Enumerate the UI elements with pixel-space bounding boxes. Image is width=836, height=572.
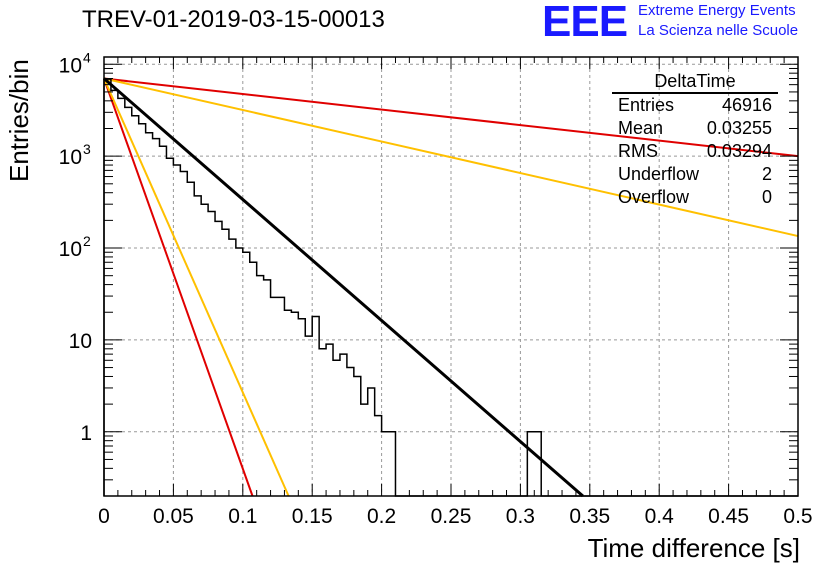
model-curve [103, 78, 254, 497]
stats-row-underflow: Underflow 2 [612, 163, 778, 186]
model-curve [103, 78, 290, 497]
model-curve [103, 77, 799, 158]
x-tick-label: 0.25 [431, 505, 472, 528]
stats-value: 0.03294 [706, 141, 772, 161]
stats-row-overflow: Overflow 0 [612, 186, 778, 209]
y-tick-exponent: 4 [83, 49, 91, 65]
stats-label: RMS [618, 141, 658, 161]
y-axis-title: Entries/bin [4, 59, 34, 182]
x-tick-label: 0.15 [292, 505, 333, 528]
stats-row-entries: Entries 46916 [612, 94, 778, 117]
y-tick-label: 10 [69, 330, 92, 353]
histogram-title: TREV-01-2019-03-15-00013 [82, 6, 385, 33]
stats-row-mean: Mean 0.03255 [612, 117, 778, 140]
stats-title: DeltaTime [612, 70, 778, 94]
stats-row-rms: RMS 0.03294 [612, 140, 778, 163]
fit-curve [103, 77, 584, 498]
y-tick-label: 1 [80, 422, 92, 445]
logo-line-1: Extreme Energy Events [638, 2, 796, 19]
x-tick-label: 0 [98, 505, 110, 528]
fit-line [103, 77, 584, 498]
x-tick-label: 0.35 [569, 505, 610, 528]
y-tick-label: 10 [59, 238, 82, 261]
model-curve [103, 77, 799, 238]
x-axis-ticks: 0 0.05 0.1 0.15 0.2 0.25 0.3 0.35 0.4 0.45 0.5 [98, 57, 813, 528]
y-tick-exponent: 3 [83, 141, 91, 157]
eee-logo: EEE [542, 0, 628, 46]
x-tick-label: 0.5 [783, 505, 812, 528]
x-tick-label: 0.4 [645, 505, 675, 528]
x-tick-label: 0.1 [228, 505, 257, 528]
x-axis-title: Time difference [s] [587, 533, 800, 563]
stats-value: 2 [761, 164, 772, 184]
y-tick-label: 10 [59, 54, 82, 77]
stats-label: Mean [618, 118, 664, 138]
stats-value: 46916 [721, 95, 772, 115]
stats-box: DeltaTime Entries 46916 Mean 0.03255 RMS… [612, 70, 778, 209]
x-tick-label: 0.2 [367, 505, 396, 528]
stats-label: Underflow [618, 164, 700, 184]
curves [103, 77, 799, 497]
stats-value: 0 [761, 187, 772, 207]
stats-label: Overflow [618, 187, 690, 207]
stats-value: 0.03255 [706, 118, 772, 138]
y-tick-exponent: 2 [83, 233, 91, 249]
stats-label: Entries [618, 95, 675, 115]
logo-line-2: La Scienza nelle Scuole [638, 22, 799, 39]
x-tick-label: 0.3 [506, 505, 535, 528]
x-tick-label: 0.45 [708, 505, 749, 528]
y-tick-label: 10 [59, 146, 82, 169]
x-tick-label: 0.05 [153, 505, 194, 528]
